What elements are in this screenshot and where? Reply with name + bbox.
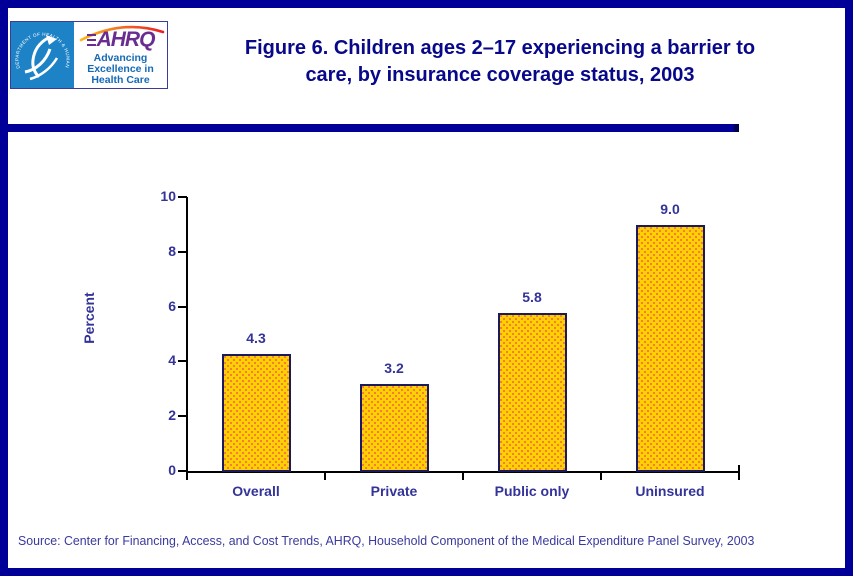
x-axis-tick xyxy=(186,471,188,480)
y-axis-tick-label: 4 xyxy=(168,352,176,368)
y-axis-tick xyxy=(178,360,187,362)
figure-title-line1: Figure 6. Children ages 2–17 experiencin… xyxy=(244,37,756,59)
hhs-ahrq-logo: DEPARTMENT OF HEALTH & HUMAN SERVICES • … xyxy=(10,21,168,89)
x-axis-tick xyxy=(462,471,464,480)
x-axis-end-tick xyxy=(738,465,740,472)
ahrq-tagline: Advancing Excellence in Health Care xyxy=(74,53,167,86)
ahrq-acronym: AHRQ xyxy=(96,28,156,51)
hhs-seal: DEPARTMENT OF HEALTH & HUMAN SERVICES • … xyxy=(11,22,74,88)
bar-public-only xyxy=(497,313,567,472)
bar-overall xyxy=(221,354,291,472)
x-axis-tick xyxy=(600,471,602,480)
header-divider xyxy=(0,124,739,132)
x-axis-label: Overall xyxy=(232,483,280,499)
y-axis-tick xyxy=(178,306,187,308)
bar-value-label: 4.3 xyxy=(246,330,266,346)
y-axis-tick-label: 8 xyxy=(168,243,176,259)
ahrq-logo: AHRQ Advancing Excellence in Health Care xyxy=(74,22,167,88)
y-axis-tick xyxy=(178,470,187,472)
bar-value-label: 9.0 xyxy=(660,201,680,217)
tagline-line: Excellence in xyxy=(87,63,154,75)
x-axis-label: Private xyxy=(370,483,418,499)
source-note: Source: Center for Financing, Access, an… xyxy=(18,533,755,548)
y-axis-tick-label: 2 xyxy=(168,407,176,423)
hhs-eagle-icon: DEPARTMENT OF HEALTH & HUMAN SERVICES • … xyxy=(11,22,70,81)
x-axis-label: Public only xyxy=(494,483,570,499)
bar-uninsured xyxy=(635,225,705,472)
figure-title-line2: care, by insurance coverage status, 2003 xyxy=(305,64,695,86)
x-axis-label: Uninsured xyxy=(635,483,705,499)
figure-title: Figure 6. Children ages 2–17 experiencin… xyxy=(170,35,830,89)
x-axis-tick xyxy=(324,471,326,480)
y-axis-tick xyxy=(178,415,187,417)
y-axis xyxy=(186,197,188,473)
y-axis-tick xyxy=(178,196,187,198)
bar-private xyxy=(359,384,429,472)
bar-value-label: 5.8 xyxy=(522,289,542,305)
tagline-line: Advancing xyxy=(93,52,148,64)
y-axis-tick-label: 6 xyxy=(168,298,176,314)
x-axis-tick xyxy=(738,471,740,480)
bar-value-label: 3.2 xyxy=(384,360,404,376)
y-axis-tick xyxy=(178,251,187,253)
y-axis-title: Percent xyxy=(81,292,97,344)
ahrq-speedlines-icon xyxy=(86,34,96,46)
y-axis-tick-label: 0 xyxy=(168,462,176,478)
ahrq-wordmark: AHRQ xyxy=(74,29,167,51)
y-axis-tick-label: 10 xyxy=(160,188,176,204)
tagline-line: Health Care xyxy=(91,74,150,86)
